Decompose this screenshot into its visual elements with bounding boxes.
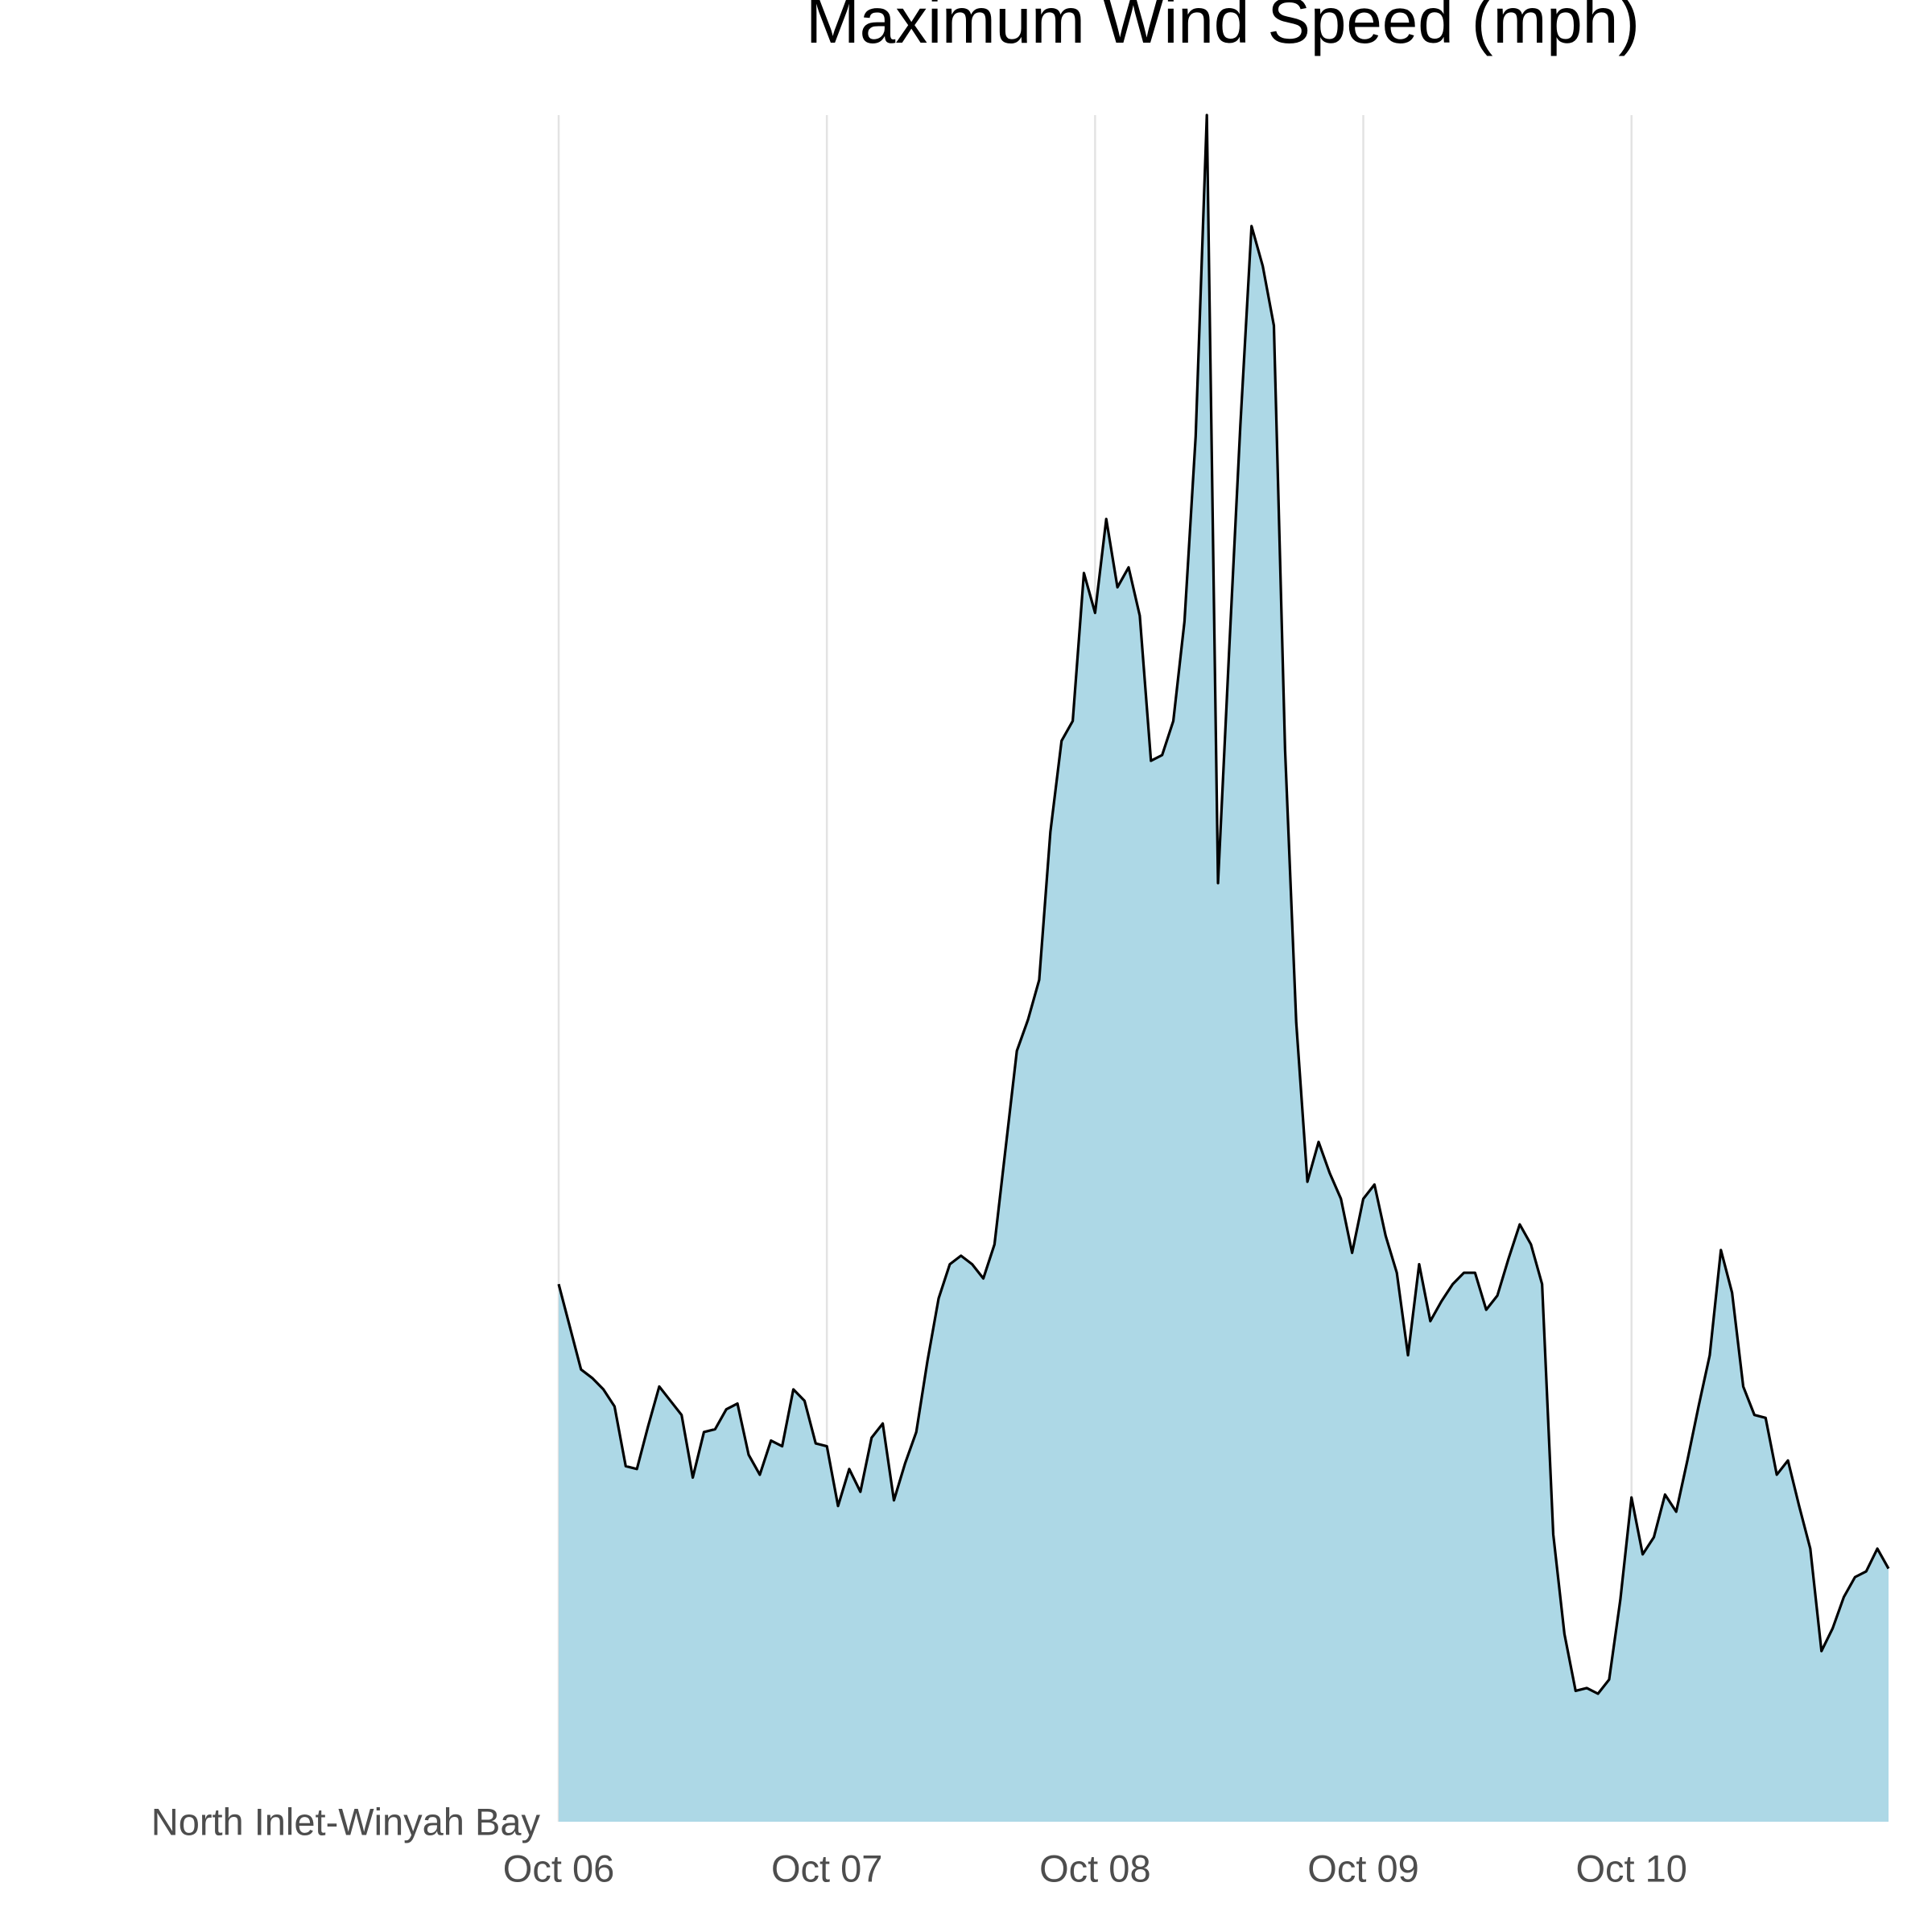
x-tick-label: Oct 08: [1039, 1847, 1150, 1889]
x-tick-label: Oct 10: [1575, 1847, 1686, 1889]
x-tick-label: Oct 07: [771, 1847, 882, 1889]
area: [559, 115, 1889, 1822]
x-tick-label: Oct 09: [1307, 1847, 1418, 1889]
x-tick-label: Oct 06: [503, 1847, 614, 1889]
chart-title: Maximum Wind Speed (mph): [806, 0, 1640, 56]
y-category-label: North Inlet-Winyah Bay: [151, 1800, 541, 1843]
line: [557, 114, 1890, 1695]
